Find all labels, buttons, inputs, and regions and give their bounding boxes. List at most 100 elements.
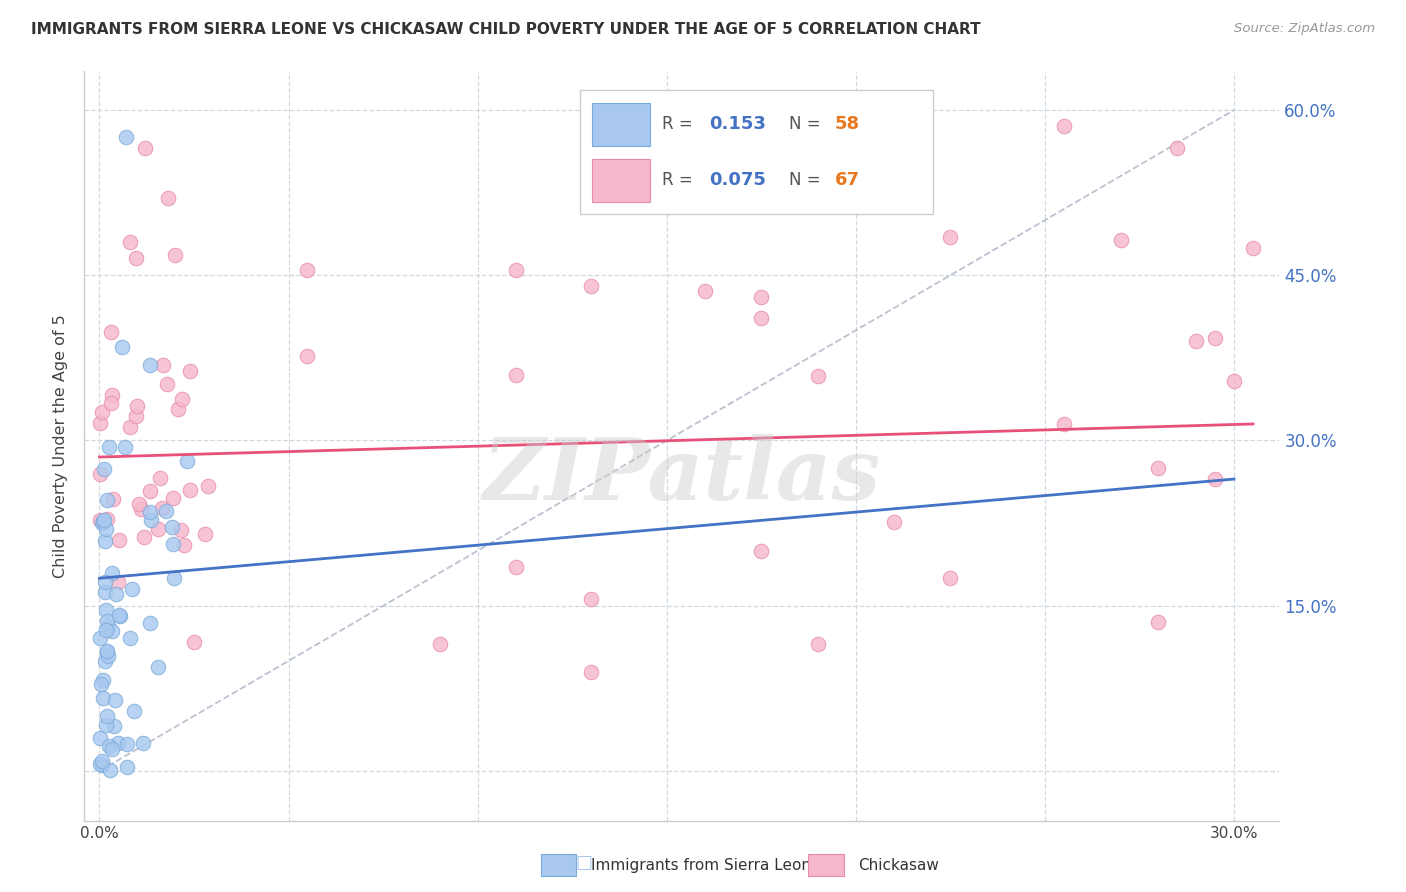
Point <box>505 368 527 382</box>
Text: Source: ZipAtlas.com: Source: ZipAtlas.com <box>1234 22 1375 36</box>
Point <box>579 592 602 607</box>
Point <box>118 631 141 645</box>
Point <box>128 498 150 512</box>
Point <box>156 191 179 205</box>
Point <box>505 560 527 574</box>
Point <box>97 619 120 633</box>
Point <box>94 603 117 617</box>
Point <box>89 631 111 645</box>
Point <box>125 399 148 413</box>
Point <box>93 673 115 688</box>
Text: 0.075: 0.075 <box>710 171 766 189</box>
Point <box>89 756 111 771</box>
Point <box>89 731 111 746</box>
Text: 58: 58 <box>835 115 860 133</box>
Point <box>118 235 141 249</box>
Point <box>107 608 129 623</box>
Point <box>155 504 177 518</box>
Point <box>96 717 118 731</box>
Point <box>146 522 169 536</box>
Point <box>105 587 128 601</box>
Text: IMMIGRANTS FROM SIERRA LEONE VS CHICKASAW CHILD POVERTY UNDER THE AGE OF 5 CORRE: IMMIGRANTS FROM SIERRA LEONE VS CHICKASA… <box>31 22 980 37</box>
Text: N =: N = <box>790 115 827 133</box>
Point <box>129 501 152 516</box>
Point <box>122 704 145 718</box>
Point <box>93 513 115 527</box>
Point <box>176 453 198 467</box>
Point <box>107 575 129 590</box>
Point <box>101 741 124 756</box>
Point <box>111 340 134 354</box>
Point <box>150 500 173 515</box>
Point <box>94 534 117 549</box>
Point <box>1185 334 1208 348</box>
Point <box>134 141 156 155</box>
Point <box>96 645 118 659</box>
Point <box>96 493 118 508</box>
Point <box>132 530 155 544</box>
Text: R =: R = <box>662 115 697 133</box>
Point <box>115 737 138 751</box>
Point <box>100 325 122 339</box>
Point <box>107 533 129 547</box>
Point <box>1204 472 1226 486</box>
Point <box>807 637 830 651</box>
Text: □: □ <box>575 855 592 872</box>
Point <box>1166 141 1188 155</box>
Point <box>115 760 138 774</box>
Point <box>1147 461 1170 475</box>
Text: 0.153: 0.153 <box>710 115 766 133</box>
Point <box>165 248 187 262</box>
Point <box>103 719 125 733</box>
Point <box>162 537 184 551</box>
Point <box>883 515 905 529</box>
Point <box>104 693 127 707</box>
Point <box>1053 119 1076 133</box>
Point <box>91 691 114 706</box>
Point <box>132 736 155 750</box>
Point <box>89 467 111 481</box>
Point <box>125 251 148 265</box>
Y-axis label: Child Poverty Under the Age of 5: Child Poverty Under the Age of 5 <box>53 314 69 578</box>
Point <box>93 584 115 599</box>
FancyBboxPatch shape <box>581 90 934 214</box>
Point <box>91 514 114 528</box>
Point <box>179 483 201 498</box>
Point <box>749 310 772 325</box>
Point <box>98 440 121 454</box>
Point <box>162 491 184 505</box>
Point <box>138 483 160 498</box>
Point <box>98 763 121 777</box>
Point <box>101 624 124 639</box>
Point <box>90 405 112 419</box>
Point <box>96 512 118 526</box>
Point <box>115 130 138 145</box>
Point <box>163 571 186 585</box>
Point <box>139 513 162 527</box>
Point <box>93 462 115 476</box>
Point <box>114 440 136 454</box>
Point <box>96 614 118 628</box>
Text: Immigrants from Sierra Leone: Immigrants from Sierra Leone <box>591 858 820 872</box>
Point <box>1204 331 1226 345</box>
Text: ZIPatlas: ZIPatlas <box>482 434 882 517</box>
Point <box>89 513 111 527</box>
Point <box>138 358 160 372</box>
Point <box>97 648 120 663</box>
Point <box>108 609 131 624</box>
Point <box>96 643 118 657</box>
Point <box>807 369 830 384</box>
Point <box>939 571 962 585</box>
Point <box>107 736 129 750</box>
Point <box>167 402 190 417</box>
Point <box>693 284 716 298</box>
Point <box>505 262 527 277</box>
Point <box>429 637 451 651</box>
Point <box>89 416 111 430</box>
Point <box>94 654 117 668</box>
Text: R =: R = <box>662 171 697 189</box>
Point <box>170 392 193 407</box>
Text: 67: 67 <box>835 171 860 189</box>
Point <box>197 479 219 493</box>
Point <box>100 395 122 409</box>
